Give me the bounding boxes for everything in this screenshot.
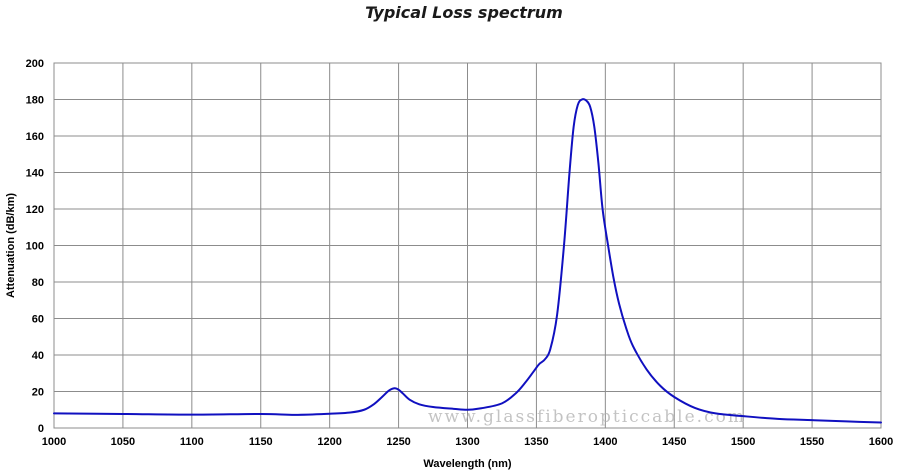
- y-tick-label: 0: [38, 423, 44, 435]
- y-tick-label: 100: [26, 241, 44, 253]
- y-tick-label: 80: [32, 277, 44, 289]
- x-tick-label: 1350: [524, 436, 548, 448]
- grid-lines: [53, 62, 882, 429]
- y-tick-label: 140: [26, 168, 44, 180]
- y-tick-label: 60: [32, 314, 44, 326]
- attenuation-series-line: [53, 98, 882, 424]
- x-tick-label: 1550: [800, 436, 824, 448]
- watermark-text: www.glassfiberopticcable.com: [428, 407, 746, 427]
- x-axis-label: Wavelength (nm): [423, 458, 512, 470]
- y-tick-label: 20: [32, 387, 44, 399]
- x-tick-label: 1450: [662, 436, 686, 448]
- x-tick-label: 1250: [386, 436, 410, 448]
- y-tick-label: 40: [32, 350, 44, 362]
- y-axis-label: Attenuation (dB/km): [5, 193, 17, 298]
- x-tick-label: 1400: [593, 436, 617, 448]
- x-tick-label: 1000: [42, 436, 66, 448]
- y-tick-label: 200: [26, 58, 44, 70]
- x-tick-label: 1150: [249, 436, 273, 448]
- y-tick-label: 120: [26, 204, 44, 216]
- x-tick-label: 1600: [869, 436, 893, 448]
- x-tick-label: 1050: [111, 436, 135, 448]
- x-tick-label: 1500: [731, 436, 755, 448]
- y-tick-label: 160: [26, 131, 44, 143]
- y-tick-label: 180: [26, 95, 44, 107]
- x-axis-ticks: 1000 1050 1100 1150 1200 1250 1300 1350 1400 1450…: [42, 436, 893, 448]
- x-tick-label: 1100: [180, 436, 204, 448]
- series-group: [53, 98, 882, 424]
- x-tick-label: 1200: [317, 436, 341, 448]
- chart-title: Typical Loss spectrum: [365, 3, 563, 22]
- y-axis-ticks: 0 20 40 60 80 100 120 140 160 180 200: [26, 58, 44, 435]
- x-tick-label: 1300: [455, 436, 479, 448]
